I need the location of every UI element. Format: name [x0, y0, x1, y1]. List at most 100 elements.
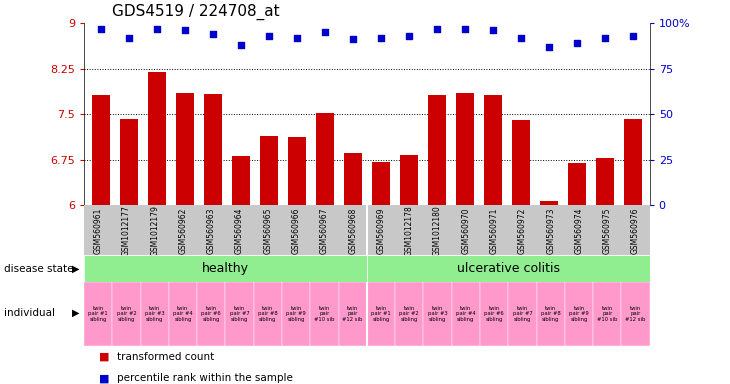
Text: twin
pair #6
sibling: twin pair #6 sibling	[201, 306, 221, 322]
Bar	[147, 72, 166, 205]
Bar	[596, 158, 614, 205]
Point	[487, 27, 499, 33]
Text: GSM560974: GSM560974	[575, 207, 583, 254]
Text: ■: ■	[99, 352, 109, 362]
Text: percentile rank within the sample: percentile rank within the sample	[117, 373, 293, 383]
Point	[403, 33, 415, 39]
Bar	[565, 282, 593, 346]
Text: GSM560965: GSM560965	[264, 207, 272, 254]
Text: twin
pair #1
sibling: twin pair #1 sibling	[88, 306, 108, 322]
Bar	[315, 113, 334, 205]
Point	[431, 25, 442, 31]
Bar	[624, 119, 642, 205]
Bar	[92, 95, 110, 205]
Bar	[260, 136, 278, 205]
Point	[375, 35, 387, 41]
Bar	[423, 282, 452, 346]
Bar	[593, 282, 621, 346]
Text: GDS4519 / 224708_at: GDS4519 / 224708_at	[112, 4, 280, 20]
Point	[95, 25, 107, 31]
Point	[207, 31, 218, 37]
Text: GSM560962: GSM560962	[178, 207, 188, 253]
Bar	[484, 95, 502, 205]
Text: ■: ■	[99, 373, 109, 383]
Text: disease state: disease state	[4, 264, 73, 274]
Bar	[539, 201, 558, 205]
Bar	[140, 282, 169, 346]
Text: GSM560970: GSM560970	[461, 207, 470, 254]
Text: GSM560966: GSM560966	[291, 207, 301, 254]
Text: transformed count: transformed count	[117, 352, 214, 362]
Point	[543, 44, 555, 50]
Point	[459, 25, 471, 31]
Text: individual: individual	[4, 308, 55, 318]
Text: twin
pair #9
sibling: twin pair #9 sibling	[286, 306, 306, 322]
Text: GSM560963: GSM560963	[207, 207, 216, 254]
Bar	[226, 282, 254, 346]
Text: GSM560964: GSM560964	[235, 207, 244, 254]
Text: GSM560967: GSM560967	[320, 207, 329, 254]
Text: GSM560976: GSM560976	[631, 207, 640, 254]
Bar	[452, 282, 480, 346]
Text: twin
pair #4
sibling: twin pair #4 sibling	[456, 306, 476, 322]
Point	[515, 35, 527, 41]
Point	[263, 33, 274, 39]
Text: GSM1012180: GSM1012180	[433, 205, 442, 256]
Text: twin
pair #8
sibling: twin pair #8 sibling	[541, 306, 561, 322]
Point	[571, 40, 583, 46]
Text: ▶: ▶	[72, 308, 79, 318]
Text: healthy: healthy	[202, 262, 249, 275]
Text: GSM560973: GSM560973	[546, 207, 556, 254]
Bar	[428, 95, 446, 205]
Bar	[339, 282, 367, 346]
Bar	[366, 282, 395, 346]
Text: GSM560971: GSM560971	[490, 207, 499, 253]
Bar	[169, 282, 197, 346]
Text: twin
pair #9
sibling: twin pair #9 sibling	[569, 306, 589, 322]
Text: GSM560968: GSM560968	[348, 207, 357, 253]
Bar	[120, 119, 138, 205]
Text: ▶: ▶	[72, 264, 79, 274]
Bar	[344, 152, 362, 205]
Text: twin
pair #2
sibling: twin pair #2 sibling	[399, 306, 419, 322]
Text: twin
pair #2
sibling: twin pair #2 sibling	[117, 306, 137, 322]
Text: GSM560975: GSM560975	[603, 207, 612, 254]
Bar	[366, 255, 650, 282]
Text: twin
pair
#10 sib: twin pair #10 sib	[597, 306, 618, 322]
Bar	[537, 282, 565, 346]
Point	[151, 25, 163, 31]
Text: ulcerative colitis: ulcerative colitis	[457, 262, 560, 275]
Text: GSM1012178: GSM1012178	[404, 205, 414, 256]
Text: twin
pair #8
sibling: twin pair #8 sibling	[258, 306, 277, 322]
Text: GSM560969: GSM560969	[377, 207, 385, 254]
Text: GSM560972: GSM560972	[518, 207, 527, 253]
Text: GSM1012179: GSM1012179	[150, 205, 159, 256]
Text: twin
pair #3
sibling: twin pair #3 sibling	[428, 306, 447, 322]
Bar	[254, 282, 282, 346]
Point	[179, 27, 191, 33]
Bar	[395, 282, 423, 346]
Bar	[621, 282, 650, 346]
Text: twin
pair #6
sibling: twin pair #6 sibling	[484, 306, 504, 322]
Text: twin
pair
#12 sib: twin pair #12 sib	[342, 306, 363, 322]
Bar	[508, 282, 537, 346]
Text: twin
pair #7
sibling: twin pair #7 sibling	[230, 306, 250, 322]
Text: twin
pair
#12 sib: twin pair #12 sib	[626, 306, 646, 322]
Point	[627, 33, 639, 39]
Text: twin
pair #7
sibling: twin pair #7 sibling	[512, 306, 532, 322]
Point	[599, 35, 611, 41]
Bar	[288, 137, 306, 205]
Bar	[84, 282, 112, 346]
Bar	[310, 282, 339, 346]
Bar	[197, 282, 226, 346]
Bar	[112, 282, 140, 346]
Point	[235, 42, 247, 48]
Text: twin
pair
#10 sib: twin pair #10 sib	[314, 306, 334, 322]
Bar	[282, 282, 310, 346]
Bar	[480, 282, 508, 346]
Text: GSM560961: GSM560961	[93, 207, 103, 253]
Text: twin
pair #3
sibling: twin pair #3 sibling	[145, 306, 164, 322]
Bar	[231, 156, 250, 205]
Text: twin
pair #1
sibling: twin pair #1 sibling	[371, 306, 391, 322]
Bar	[456, 93, 474, 205]
